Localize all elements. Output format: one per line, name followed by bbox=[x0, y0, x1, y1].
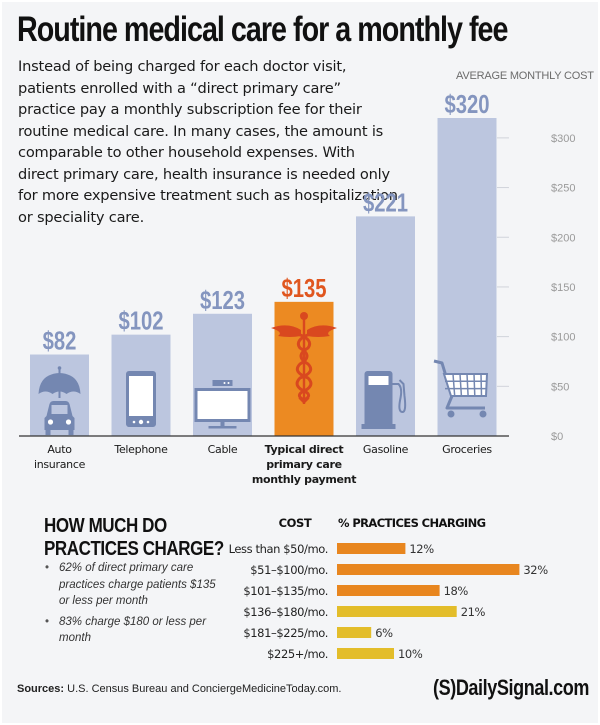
y-tick-label: $50 bbox=[551, 381, 569, 393]
y-tick-label: $100 bbox=[551, 332, 575, 344]
y-tick-label: $200 bbox=[551, 232, 575, 244]
category-label: Telephone bbox=[113, 443, 168, 456]
cost-chart-axis-title: AVERAGE MONTHLY COST bbox=[456, 70, 594, 82]
category-label: Auto bbox=[47, 443, 72, 456]
sources-note: Sources: U.S. Census Bureau and Concierg… bbox=[17, 683, 341, 695]
category-label: primary care bbox=[266, 458, 342, 471]
practices-bullet: 83% charge $180 or less per month bbox=[45, 614, 225, 647]
y-tick-label: $250 bbox=[551, 183, 575, 195]
bar-group: $82 Auto insurance bbox=[30, 326, 89, 471]
brand-logo: (S)DailySignal.com bbox=[433, 675, 590, 700]
practices-bullet: 62% of direct primary care practices cha… bbox=[45, 560, 225, 610]
caduceus-icon bbox=[271, 312, 337, 405]
bar-group: $221 Gasoline bbox=[356, 188, 415, 456]
intro-paragraph: Instead of being charged for each doctor… bbox=[18, 58, 398, 226]
y-tick-label: $300 bbox=[551, 133, 575, 145]
shopping-cart-icon bbox=[433, 359, 489, 418]
bar-value-label: $102 bbox=[118, 306, 163, 335]
category-label: insurance bbox=[34, 458, 86, 471]
smartphone-icon bbox=[126, 371, 156, 427]
gas-pump-icon bbox=[361, 371, 407, 429]
bar-value-label: $221 bbox=[363, 188, 408, 217]
category-label: Typical direct bbox=[265, 443, 344, 456]
category-label: Groceries bbox=[442, 443, 492, 456]
bar-group: $123 Cable bbox=[193, 285, 252, 456]
bar-value-label: $82 bbox=[43, 326, 77, 355]
bar-value-label: $123 bbox=[200, 285, 245, 314]
bar-value-label: $135 bbox=[281, 273, 326, 302]
bar-group: $135 Typical direct primary care monthly pa… bbox=[252, 273, 357, 486]
monthly-cost-chart: $0 $50 $100 $150 $200 $250 $300 $82 Auto insuranc… bbox=[19, 90, 575, 486]
category-label: Gasoline bbox=[363, 443, 409, 456]
category-label: Cable bbox=[208, 443, 238, 456]
infographic-title: Routine medical care for a monthly fee bbox=[17, 10, 508, 49]
category-label: monthly payment bbox=[252, 473, 356, 486]
y-tick-label: $150 bbox=[551, 282, 575, 294]
bar-group: $102 Telephone bbox=[111, 306, 171, 456]
bar-group: $320 Groceries bbox=[433, 90, 497, 456]
bar-value-label: $320 bbox=[444, 90, 489, 119]
practices-heading-line-1: HOW MUCH DO bbox=[44, 515, 167, 537]
sources-label: Sources: bbox=[17, 683, 65, 695]
television-icon bbox=[194, 380, 251, 429]
practices-bullet-list: 62% of direct primary care practices cha… bbox=[45, 560, 225, 651]
practices-heading: HOW MUCH DO PRACTICES CHARGE? bbox=[44, 515, 224, 561]
practices-heading-line-2: PRACTICES CHARGE? bbox=[44, 538, 224, 560]
y-tick-label: $0 bbox=[551, 431, 563, 443]
umbrella-car-icon bbox=[38, 366, 81, 435]
sources-text: U.S. Census Bureau and ConciergeMedicine… bbox=[64, 683, 342, 695]
